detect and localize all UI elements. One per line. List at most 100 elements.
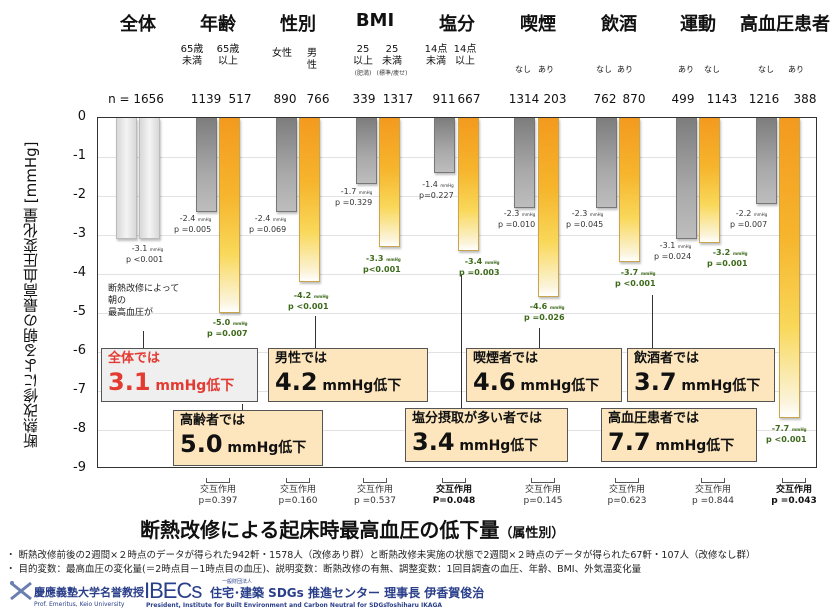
- y-tick: -4: [73, 265, 86, 280]
- bar-hypertension-no: [756, 118, 777, 204]
- callout-title: 喫煙者では: [473, 351, 539, 366]
- value-text: -3.1: [659, 241, 676, 250]
- sub-label: 65歳 以上: [216, 44, 240, 67]
- callout-unit: mmHg低下: [676, 378, 761, 394]
- sub-label-text: 25 以上: [353, 44, 373, 67]
- interaction-p: P=0.048: [432, 496, 476, 506]
- unit-text: mmHg: [753, 212, 768, 217]
- bar-salt-under14: [434, 118, 455, 173]
- value-text: -4.2: [293, 291, 312, 300]
- callout-value: 4.2 mmHg低下: [275, 367, 421, 401]
- callout-hypertension: 高血圧患者では 7.7 mmHg低下: [601, 408, 757, 462]
- p-value: p =0.010: [498, 220, 536, 229]
- interaction-salt: 交互作用 P=0.048: [419, 478, 489, 507]
- ibecs-logo: IBECs: [144, 578, 202, 603]
- leader-line: [143, 331, 144, 349]
- n-label: 1216: [748, 92, 780, 106]
- callout-title: 塩分摂取が多い者では: [412, 411, 543, 426]
- value-text: -1.4: [422, 180, 438, 189]
- ibecs-title-jp: 住宅･建築 SDGs 推進センター 理事長 伊香賀俊治: [210, 586, 485, 600]
- n-label: 1317: [382, 92, 414, 106]
- interaction-label: 交互作用: [435, 485, 472, 495]
- category-title-sex: 性別: [280, 14, 316, 35]
- value-text: -1.7: [340, 187, 357, 196]
- callout-title: 全体では: [108, 351, 161, 366]
- chart-title-main: 断熱改修による起床時最高血圧の低下量: [140, 518, 500, 542]
- category-title-smoking: 喫煙: [520, 14, 556, 35]
- bar-bmi-under25: [379, 118, 400, 247]
- value-label: -2.3 mmHg p =0.045: [566, 209, 603, 230]
- y-tick: -6: [73, 343, 86, 358]
- callout-value: 3.4 mmHg低下: [412, 427, 561, 461]
- callout-number: 3.7: [634, 368, 677, 396]
- sub-label: あり: [538, 65, 554, 74]
- bar-bmi-25plus: [356, 118, 377, 184]
- p-value: p =0.001: [707, 259, 748, 268]
- ibecs-title-en: President, Institute for Built Environme…: [146, 602, 387, 609]
- callout-number: 5.0: [180, 430, 223, 458]
- note-line: ・ 目的変数：最高血圧の変化量(＝2時点目－1時点目の血圧)、説明変数：断熱改修…: [6, 564, 642, 575]
- value-label: -2.3 mmHg p =0.010: [498, 209, 535, 230]
- interaction-exercise: 交互作用 p =0.844: [678, 478, 748, 507]
- value-text: -2.4: [254, 214, 271, 223]
- callout-value: 3.1 mmHg低下: [108, 367, 251, 401]
- category-title-salt: 塩分: [439, 14, 475, 35]
- category-title-exercise: 運動: [680, 14, 716, 35]
- sub-label: なし: [515, 65, 531, 74]
- unit-text: mmHg: [197, 217, 212, 222]
- sub-label: なし: [704, 65, 720, 74]
- value-text: -2.3: [503, 209, 520, 218]
- n-label: 388: [793, 92, 817, 106]
- value-label: -3.7 mmHg p <0.001: [615, 268, 656, 289]
- chart-title-sub: （属性別）: [499, 526, 565, 541]
- unit-text: mmHg: [313, 294, 329, 299]
- category-title-age: 年齢: [200, 14, 236, 35]
- interaction-label: 交互作用: [694, 485, 731, 495]
- p-value: p =0.024: [654, 252, 692, 261]
- callout-smoking: 喫煙者では 4.6 mmHg低下: [466, 348, 622, 402]
- p-value: p<0.001: [363, 265, 401, 274]
- gridline: [98, 391, 816, 392]
- bar-salt-14plus: [458, 118, 479, 251]
- bar-overall-a: [116, 118, 137, 239]
- callout-unit: mmHg低下: [650, 438, 735, 454]
- value-text: -5.0: [212, 318, 231, 327]
- n-label: 766: [306, 92, 330, 106]
- value-text: -3.3: [365, 254, 384, 263]
- bar-smoking-yes: [538, 118, 559, 297]
- interaction-p: p =0.043: [771, 496, 817, 506]
- callout-number: 7.7: [608, 428, 651, 456]
- unit-text: mmHg: [549, 305, 565, 310]
- gridline: [98, 352, 816, 353]
- callout-value: 7.7 mmHg低下: [608, 427, 750, 461]
- unit-text: mmHg: [589, 212, 604, 217]
- value-label: -7.7 mmHg p <0.001: [766, 424, 807, 445]
- value-label: -2.2 mmHg p =0.007: [730, 209, 767, 230]
- category-title-overall: 全体: [120, 14, 156, 35]
- footer: 慶應義塾大学名誉教授 Prof. Emeritus, Keio Universi…: [0, 578, 840, 614]
- y-tick: -5: [73, 304, 86, 319]
- n-label: 1314: [508, 92, 540, 106]
- sub-label-text: 25 未満: [382, 44, 402, 67]
- unit-text: mmHg: [386, 257, 401, 262]
- sub-label: 25 以上 (肥満): [345, 44, 381, 80]
- unit-text: mmHg: [272, 217, 287, 222]
- callout-number: 3.4: [412, 428, 455, 456]
- callout-unit: mmHg低下: [454, 438, 539, 454]
- interaction-p: p=0.397: [198, 496, 238, 506]
- sub-label: 65歳 未満: [180, 44, 204, 67]
- unit-text: mmHg: [484, 260, 500, 265]
- sub-label: 14点 未満: [424, 44, 448, 67]
- value-label: -1.4 mmHg p=0.227: [419, 180, 454, 201]
- value-text: -3.1: [131, 244, 148, 253]
- y-tick: 0: [77, 109, 86, 124]
- p-value: p=0.227: [419, 191, 454, 200]
- bar-hypertension-yes: [779, 118, 800, 418]
- p-value: p =0.069: [249, 225, 287, 234]
- p-value: p =0.007: [730, 220, 768, 229]
- value-text: -3.2: [712, 248, 731, 257]
- p-value: p <0.001: [766, 435, 807, 444]
- callout-drinking: 飲酒者では 3.7 mmHg低下: [627, 348, 775, 402]
- callout-unit: mmHg低下: [317, 378, 402, 394]
- leader-line: [539, 328, 540, 349]
